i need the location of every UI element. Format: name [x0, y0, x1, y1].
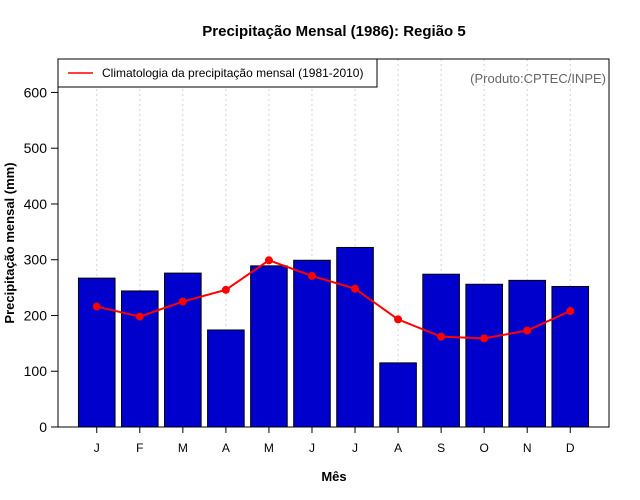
legend: Climatologia da precipitação mensal (198… — [58, 59, 377, 87]
chart-title: Precipitação Mensal (1986): Região 5 — [202, 23, 465, 40]
x-tick-label: O — [479, 441, 488, 455]
bar — [294, 260, 331, 427]
climatology-point — [93, 303, 101, 311]
climatology-point — [136, 313, 144, 321]
climatology-point — [308, 272, 316, 280]
y-tick-label: 500 — [24, 140, 48, 156]
y-axis: 0 100 200 300 400 500 600 — [24, 84, 58, 435]
climatology-point — [437, 333, 445, 341]
x-tick-label: D — [566, 441, 575, 455]
source-annotation: (Produto:CPTEC/INPE) — [470, 71, 606, 86]
x-tick-label: F — [136, 441, 143, 455]
x-axis-label: Mês — [321, 469, 346, 484]
x-tick-label: M — [178, 441, 188, 455]
bar — [466, 284, 503, 427]
climatology-point — [351, 285, 359, 293]
legend-entry-climatology: Climatologia da precipitação mensal (198… — [102, 66, 363, 80]
bar — [78, 278, 115, 427]
climatology-point — [394, 315, 402, 323]
y-tick-label: 0 — [39, 419, 47, 435]
climatology-point — [265, 256, 273, 264]
climatology-point — [179, 298, 187, 306]
y-tick-label: 300 — [24, 252, 48, 268]
climatology-point — [523, 327, 531, 335]
y-tick-label: 100 — [24, 363, 48, 379]
climatology-point — [480, 334, 488, 342]
y-tick-label: 400 — [24, 196, 48, 212]
bar — [380, 363, 417, 427]
bar — [165, 273, 202, 427]
y-tick-label: 200 — [24, 307, 48, 323]
x-tick-label: S — [437, 441, 445, 455]
y-tick-label: 600 — [24, 84, 48, 100]
bar — [208, 330, 245, 427]
x-tick-label: A — [222, 441, 230, 455]
climatology-point — [222, 286, 230, 294]
x-tick-label: J — [94, 441, 100, 455]
x-tick-label: N — [523, 441, 532, 455]
bar — [337, 247, 374, 427]
climatology-point — [566, 307, 574, 315]
y-axis-label: Precipitação mensal (mm) — [2, 162, 17, 323]
bar — [423, 274, 460, 427]
x-tick-label: M — [264, 441, 274, 455]
precipitation-chart: Precipitação Mensal (1986): Região 5 0 10… — [0, 0, 640, 500]
x-tick-label: J — [352, 441, 358, 455]
bar — [509, 280, 546, 427]
bar — [251, 266, 288, 427]
bars-layer — [78, 247, 588, 427]
x-tick-label: J — [309, 441, 315, 455]
x-tick-label: A — [394, 441, 402, 455]
